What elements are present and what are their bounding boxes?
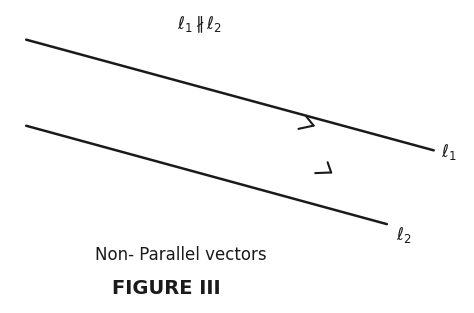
Text: Non- Parallel vectors: Non- Parallel vectors (95, 246, 266, 264)
Text: $\ell_2$: $\ell_2$ (396, 225, 411, 245)
Text: $\ell_1$: $\ell_1$ (441, 142, 456, 162)
Text: $\ell_1 \nparallel \ell_2$: $\ell_1 \nparallel \ell_2$ (177, 14, 222, 34)
Text: FIGURE III: FIGURE III (112, 279, 221, 298)
